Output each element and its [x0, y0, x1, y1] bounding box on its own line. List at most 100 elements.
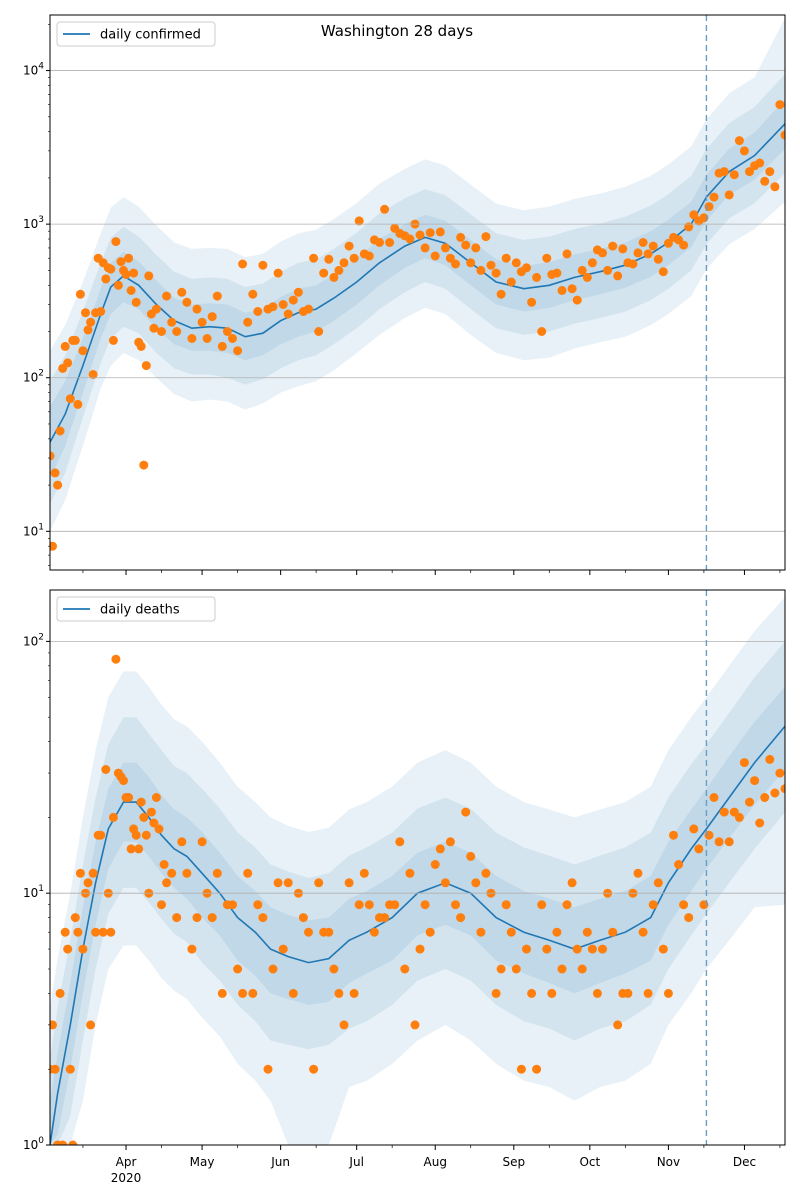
observed-point [309, 253, 319, 263]
observed-point [506, 277, 516, 287]
observed-point [314, 878, 324, 888]
observed-point [70, 335, 80, 345]
observed-point [146, 807, 156, 817]
observed-point [760, 793, 770, 802]
observed-point [182, 297, 192, 307]
observed-point [273, 268, 283, 278]
legend-box [56, 596, 216, 622]
observed-point [719, 167, 729, 177]
observed-point [334, 265, 344, 275]
observed-point [86, 317, 96, 327]
observed-point [60, 341, 70, 351]
observed-point [324, 254, 334, 264]
observed-point [192, 304, 202, 314]
observed-point [400, 964, 410, 974]
observed-point [486, 260, 496, 270]
observed-point [141, 830, 151, 840]
observed-point [344, 241, 354, 251]
observed-point [456, 913, 466, 923]
observed-point [501, 900, 511, 910]
observed-point [395, 837, 405, 847]
observed-point [119, 776, 128, 786]
observed-point [380, 913, 390, 923]
legend-label: daily confirmed [100, 28, 201, 43]
observed-point [263, 1064, 273, 1074]
observed-point [628, 259, 638, 269]
observed-point [461, 240, 471, 250]
observed-point [364, 900, 374, 910]
observed-point [618, 244, 628, 254]
observed-point [113, 280, 123, 290]
observed-point [139, 812, 149, 822]
observed-point [567, 284, 577, 294]
observed-point [73, 927, 83, 937]
observed-point [63, 944, 73, 954]
uncertainty-band [50, 686, 785, 1145]
observed-point [309, 1064, 319, 1074]
observed-point [608, 241, 618, 251]
observed-point [648, 900, 658, 910]
y-tick-label: 100 [23, 1136, 44, 1152]
y-tick-label: 101 [23, 522, 44, 538]
observed-point [248, 289, 258, 299]
observed-point [562, 900, 572, 910]
observed-point [638, 927, 648, 937]
observed-point [430, 860, 440, 869]
observed-point [212, 868, 222, 878]
observed-point [729, 170, 739, 180]
x-tick-label: Apr [116, 1155, 137, 1169]
observed-point [96, 307, 106, 316]
observed-point [734, 812, 744, 822]
observed-point [522, 263, 531, 273]
x-tick-label: Dec [733, 1155, 756, 1169]
plot-area [50, 18, 785, 551]
observed-point [542, 944, 552, 954]
observed-point [734, 136, 744, 146]
observed-point [445, 837, 455, 847]
observed-point [679, 240, 689, 250]
observed-point [50, 1064, 60, 1074]
observed-point [658, 267, 668, 277]
observed-point [775, 100, 785, 110]
observed-point [689, 210, 699, 220]
observed-point [572, 944, 582, 954]
axes-frame [49, 14, 786, 571]
observed-point [134, 844, 144, 854]
observed-point [775, 768, 785, 778]
observed-point [445, 253, 455, 263]
observed-point [430, 251, 440, 261]
observed-point [674, 860, 684, 869]
median-line [50, 725, 785, 1145]
observed-point [451, 259, 460, 269]
legend: daily deaths [56, 596, 216, 622]
observed-point [304, 304, 313, 314]
observed-point [719, 807, 729, 817]
observed-point [765, 167, 775, 177]
observed-point [344, 878, 354, 888]
observed-point [124, 793, 134, 802]
observed-point [532, 1064, 542, 1074]
observed-point [101, 765, 111, 774]
observed-point [177, 837, 187, 847]
observed-point [141, 361, 151, 371]
observed-point [108, 335, 118, 345]
observed-point [278, 944, 288, 954]
x-tick-year-label: 2020 [111, 1171, 142, 1185]
observed-point [440, 243, 450, 253]
observed-point [684, 222, 694, 232]
observed-point [598, 944, 607, 954]
observed-point [547, 988, 557, 998]
observed-point [98, 927, 108, 937]
observed-point [456, 232, 466, 242]
observed-point [354, 900, 364, 910]
observed-point [339, 1020, 349, 1030]
observed-point [496, 964, 506, 974]
observed-point [55, 426, 65, 436]
observed-point [451, 900, 460, 910]
observed-point [63, 358, 73, 368]
observed-point [106, 927, 116, 937]
observed-point [197, 837, 207, 847]
observed-point [65, 394, 75, 404]
observed-point [587, 258, 597, 268]
